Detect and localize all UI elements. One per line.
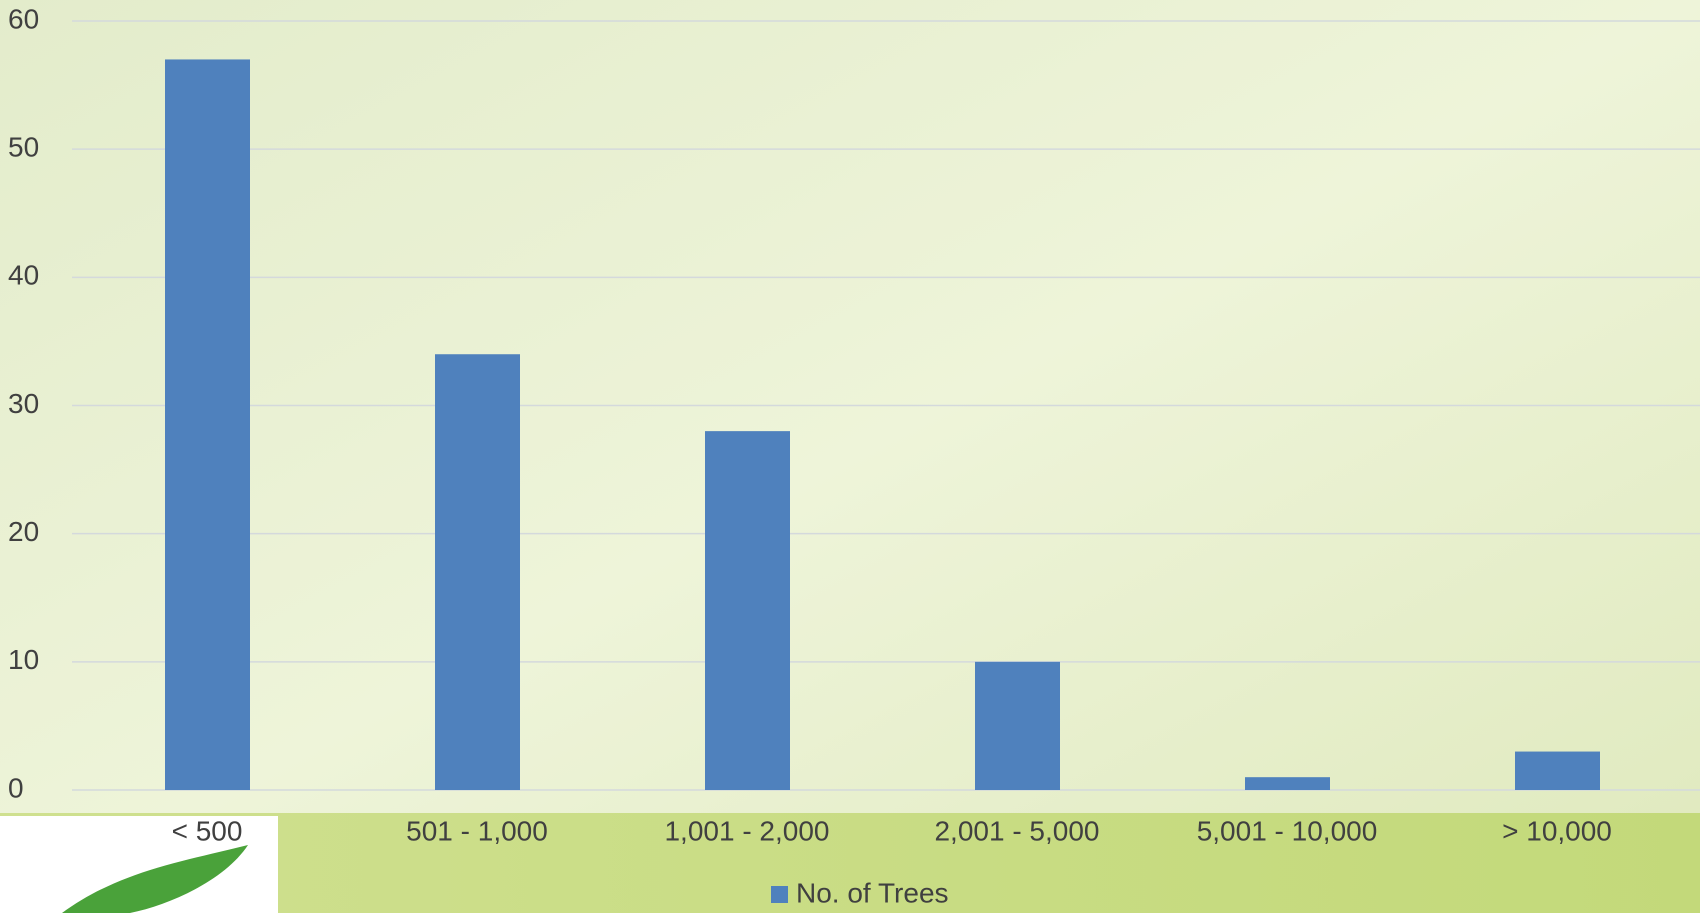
x-tick-label: 501 - 1,000 — [406, 815, 548, 846]
logo-leaf — [62, 845, 248, 913]
y-tick-label: 40 — [8, 260, 39, 291]
x-tick-label: < 500 — [172, 815, 243, 846]
legend-label: No. of Trees — [796, 877, 949, 908]
y-tick-label: 10 — [8, 644, 39, 675]
x-tick-label: 5,001 - 10,000 — [1197, 815, 1378, 846]
y-tick-label: 60 — [8, 3, 39, 34]
bar — [435, 354, 520, 790]
bar — [1515, 751, 1600, 790]
bar — [1245, 777, 1330, 790]
y-tick-label: 0 — [8, 772, 24, 803]
x-tick-label: 1,001 - 2,000 — [664, 815, 829, 846]
legend-swatch — [771, 886, 788, 903]
y-tick-label: 50 — [8, 132, 39, 163]
bar — [165, 59, 250, 790]
footer-strip — [0, 813, 1700, 913]
x-tick-label: > 10,000 — [1502, 815, 1612, 846]
x-tick-label: 2,001 - 5,000 — [934, 815, 1099, 846]
bar — [705, 431, 790, 790]
y-tick-label: 30 — [8, 388, 39, 419]
bar — [975, 661, 1060, 790]
y-tick-label: 20 — [8, 516, 39, 547]
